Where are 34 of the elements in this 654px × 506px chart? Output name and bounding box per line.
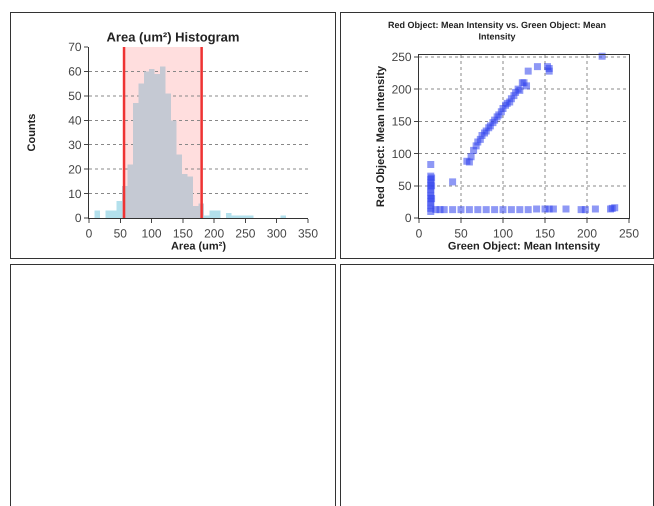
x-tick-label: 0 (416, 226, 423, 240)
y-tick-label: 60 (68, 64, 82, 79)
y-tick-label: 50 (398, 178, 412, 193)
chart-title: Area (um²) Histogram (106, 30, 240, 45)
y-tick-label: 40 (68, 113, 82, 128)
y-tick-label: 10 (68, 186, 82, 201)
chart-title: Red Object: Mean Intensity vs. Green Object: Mean Intensity (388, 20, 606, 42)
x-axis-title: Area (um²) (170, 240, 226, 253)
y-tick-label: 50 (68, 89, 82, 104)
x-tick-label: 150 (172, 226, 194, 240)
y-axis-title: Counts (26, 114, 38, 152)
x-tick-label: 350 (298, 226, 318, 240)
x-axis-title: Green Object: Mean Intensity (448, 240, 601, 253)
y-tick-label: 70 (68, 40, 82, 54)
x-tick-label: 200 (204, 226, 224, 240)
x-tick-label: 250 (618, 226, 640, 240)
y-tick-label: 30 (68, 138, 82, 152)
y-tick-label: 150 (392, 114, 412, 129)
y-tick-label: 0 (74, 211, 82, 226)
x-tick-label: 300 (266, 226, 288, 240)
x-tick-label: 100 (142, 226, 162, 240)
y-axis-title: Red Object: Mean Intensity (375, 65, 388, 208)
y-tick-label: 0 (404, 211, 412, 226)
y-tick-label: 200 (392, 82, 412, 96)
x-tick-label: 50 (114, 226, 128, 240)
x-tick-label: 50 (454, 226, 468, 240)
y-tick-label: 250 (392, 50, 412, 64)
x-tick-label: 0 (86, 226, 93, 240)
x-tick-label: 200 (576, 226, 598, 240)
x-tick-label: 150 (534, 226, 556, 240)
y-tick-label: 100 (392, 146, 412, 161)
y-tick-label: 20 (68, 162, 82, 176)
x-tick-label: 100 (492, 226, 514, 240)
x-tick-label: 250 (235, 226, 256, 240)
